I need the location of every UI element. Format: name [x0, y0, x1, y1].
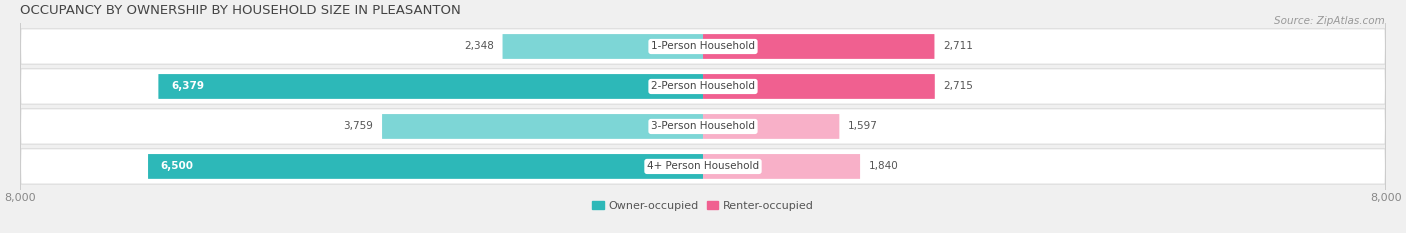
Text: 2,348: 2,348 [464, 41, 494, 51]
FancyBboxPatch shape [502, 34, 703, 59]
Text: 6,379: 6,379 [172, 82, 204, 92]
Text: Source: ZipAtlas.com: Source: ZipAtlas.com [1274, 16, 1385, 26]
Text: 3-Person Household: 3-Person Household [651, 121, 755, 131]
FancyBboxPatch shape [703, 34, 935, 59]
Text: 1,597: 1,597 [848, 121, 877, 131]
Text: 2-Person Household: 2-Person Household [651, 82, 755, 92]
Text: 3,759: 3,759 [343, 121, 374, 131]
FancyBboxPatch shape [20, 0, 1386, 233]
Text: 4+ Person Household: 4+ Person Household [647, 161, 759, 171]
FancyBboxPatch shape [20, 0, 1386, 233]
Text: 2,715: 2,715 [943, 82, 973, 92]
FancyBboxPatch shape [703, 154, 860, 179]
Text: 6,500: 6,500 [160, 161, 194, 171]
Text: 2,711: 2,711 [943, 41, 973, 51]
FancyBboxPatch shape [20, 0, 1386, 233]
FancyBboxPatch shape [382, 114, 703, 139]
Text: OCCUPANCY BY OWNERSHIP BY HOUSEHOLD SIZE IN PLEASANTON: OCCUPANCY BY OWNERSHIP BY HOUSEHOLD SIZE… [20, 4, 461, 17]
FancyBboxPatch shape [148, 154, 703, 179]
FancyBboxPatch shape [703, 74, 935, 99]
Text: 1,840: 1,840 [869, 161, 898, 171]
Legend: Owner-occupied, Renter-occupied: Owner-occupied, Renter-occupied [588, 196, 818, 215]
FancyBboxPatch shape [20, 0, 1386, 233]
FancyBboxPatch shape [159, 74, 703, 99]
FancyBboxPatch shape [703, 114, 839, 139]
Text: 1-Person Household: 1-Person Household [651, 41, 755, 51]
